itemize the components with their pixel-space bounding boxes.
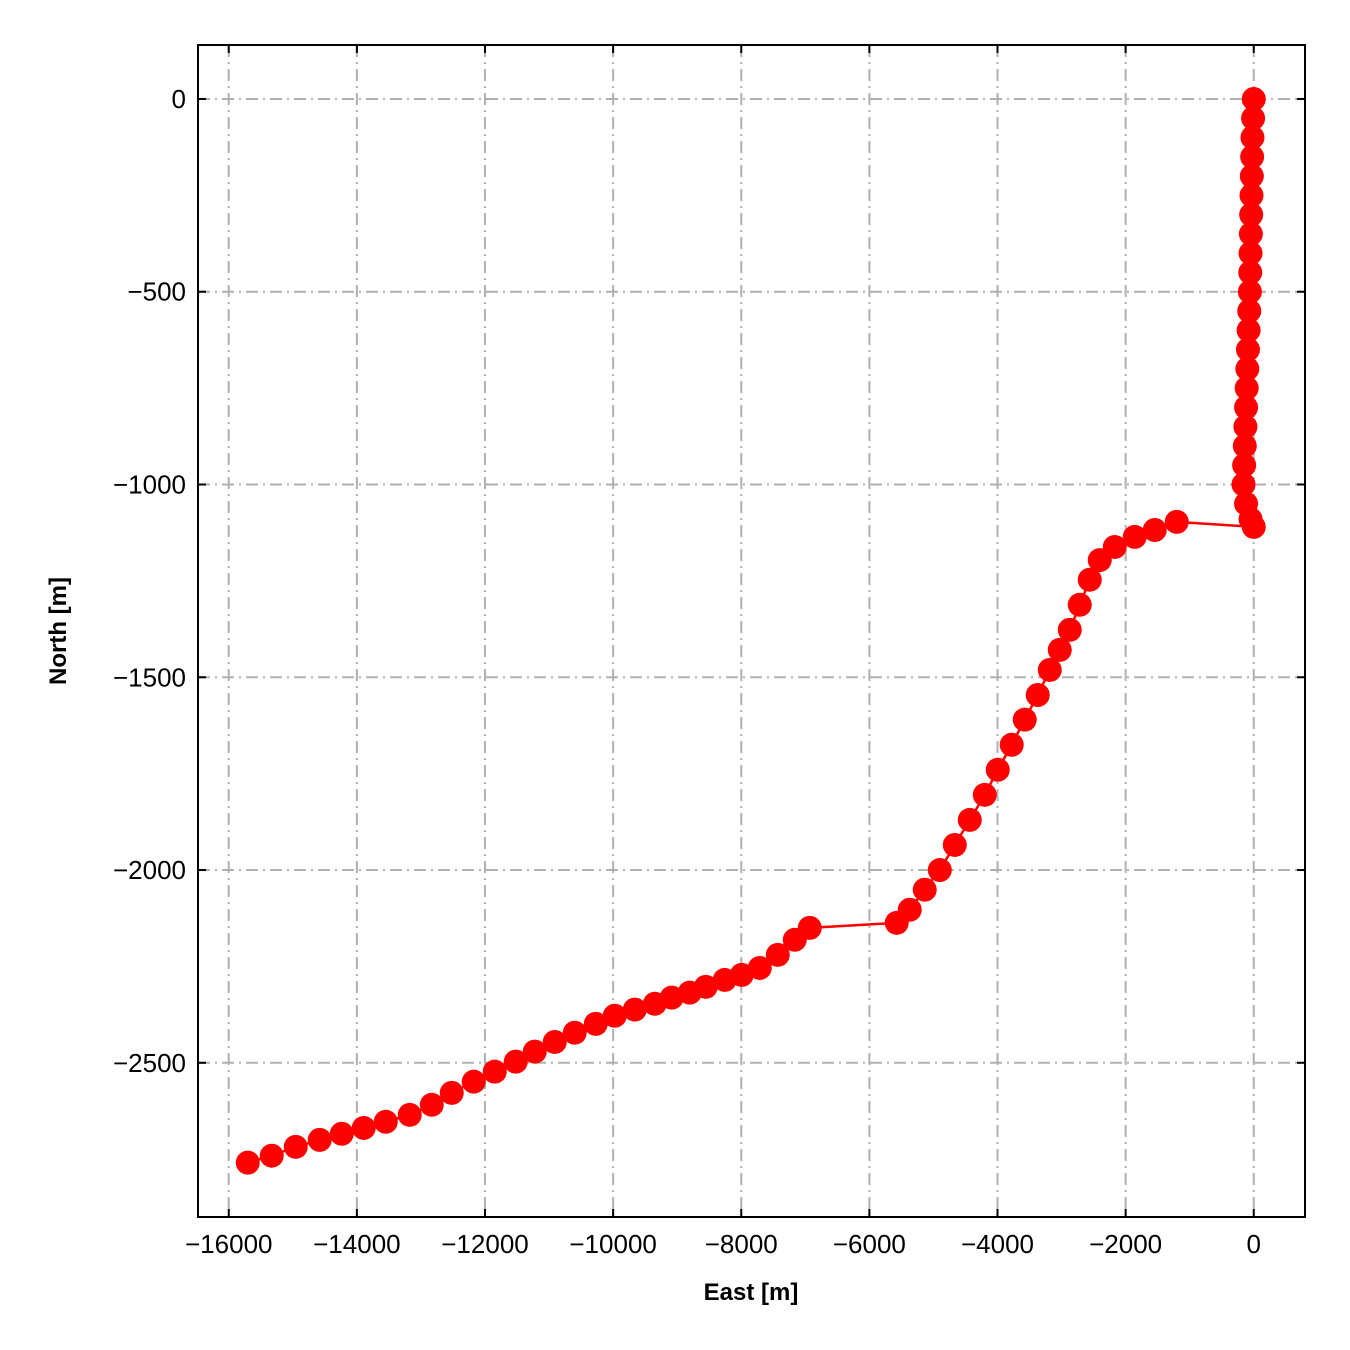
marker	[1241, 86, 1266, 111]
x-tick-label: −10000	[569, 1229, 656, 1259]
marker	[765, 942, 790, 967]
y-tick-label: −2500	[113, 1048, 186, 1078]
marker	[942, 832, 967, 857]
x-tick-label: −8000	[705, 1229, 778, 1259]
marker	[1240, 125, 1265, 150]
marker	[1122, 524, 1147, 549]
marker	[1237, 299, 1262, 324]
marker	[1232, 453, 1257, 478]
marker	[1235, 356, 1260, 381]
marker	[985, 757, 1010, 782]
marker	[1087, 548, 1112, 573]
marker	[1241, 106, 1266, 131]
marker	[1240, 144, 1265, 169]
marker	[927, 858, 952, 883]
marker	[1037, 657, 1062, 682]
marker	[1238, 221, 1263, 246]
marker	[542, 1029, 567, 1054]
marker	[912, 877, 937, 902]
y-axis-label: North [m]	[45, 577, 72, 685]
marker	[712, 967, 737, 992]
marker	[972, 782, 997, 807]
marker	[419, 1092, 444, 1117]
marker	[1237, 279, 1262, 304]
marker	[1142, 517, 1167, 542]
y-tick-label: −1500	[113, 662, 186, 692]
y-tick-label: 0	[172, 84, 186, 114]
marker	[1232, 433, 1257, 458]
marker	[307, 1127, 332, 1152]
line	[247, 98, 1256, 1164]
marker	[351, 1115, 376, 1140]
marker	[439, 1080, 464, 1105]
marker	[583, 1011, 608, 1036]
marker	[1239, 183, 1264, 208]
y-tick-label: −500	[127, 277, 186, 307]
marker	[397, 1102, 422, 1127]
marker	[503, 1049, 528, 1074]
x-tick-label: −2000	[1089, 1229, 1162, 1259]
x-tick-label: 0	[1247, 1229, 1261, 1259]
marker	[373, 1109, 398, 1134]
marker	[1012, 707, 1037, 732]
marker	[1025, 682, 1050, 707]
x-tick-label: −4000	[961, 1229, 1034, 1259]
marker	[677, 980, 702, 1005]
marker	[522, 1039, 547, 1064]
marker	[1047, 637, 1072, 662]
marker	[235, 1150, 260, 1175]
x-tick-label: −12000	[441, 1229, 528, 1259]
marker	[1234, 395, 1259, 420]
marker	[1238, 241, 1263, 266]
marker	[1077, 567, 1102, 592]
marker	[1241, 514, 1266, 539]
marker	[999, 732, 1024, 757]
y-tick-label: −2000	[113, 855, 186, 885]
marker	[1236, 318, 1261, 343]
marker	[602, 1003, 627, 1028]
x-tick-label: −6000	[833, 1229, 906, 1259]
marker	[562, 1020, 587, 1045]
marker	[461, 1069, 486, 1094]
marker	[283, 1134, 308, 1159]
marker	[957, 807, 982, 832]
marker	[747, 955, 772, 980]
marker	[1234, 376, 1259, 401]
x-tick-label: −16000	[185, 1229, 272, 1259]
y-tick-label: −1000	[113, 470, 186, 500]
marker	[1164, 509, 1189, 534]
marker	[482, 1059, 507, 1084]
marker	[1239, 164, 1264, 189]
x-tick-label: −14000	[313, 1229, 400, 1259]
x-axis-label: East [m]	[704, 1279, 799, 1306]
marker	[1233, 414, 1258, 439]
marker	[1057, 617, 1082, 642]
marker	[782, 927, 807, 952]
marker	[1235, 337, 1260, 362]
marker	[622, 997, 647, 1022]
marker	[1231, 472, 1256, 497]
marker	[642, 991, 667, 1016]
marker	[1067, 592, 1092, 617]
marker	[884, 910, 909, 935]
marker	[1239, 202, 1264, 227]
marker	[329, 1121, 354, 1146]
marker	[1238, 260, 1263, 285]
marker	[259, 1143, 284, 1168]
plot-frame	[197, 44, 1306, 1218]
